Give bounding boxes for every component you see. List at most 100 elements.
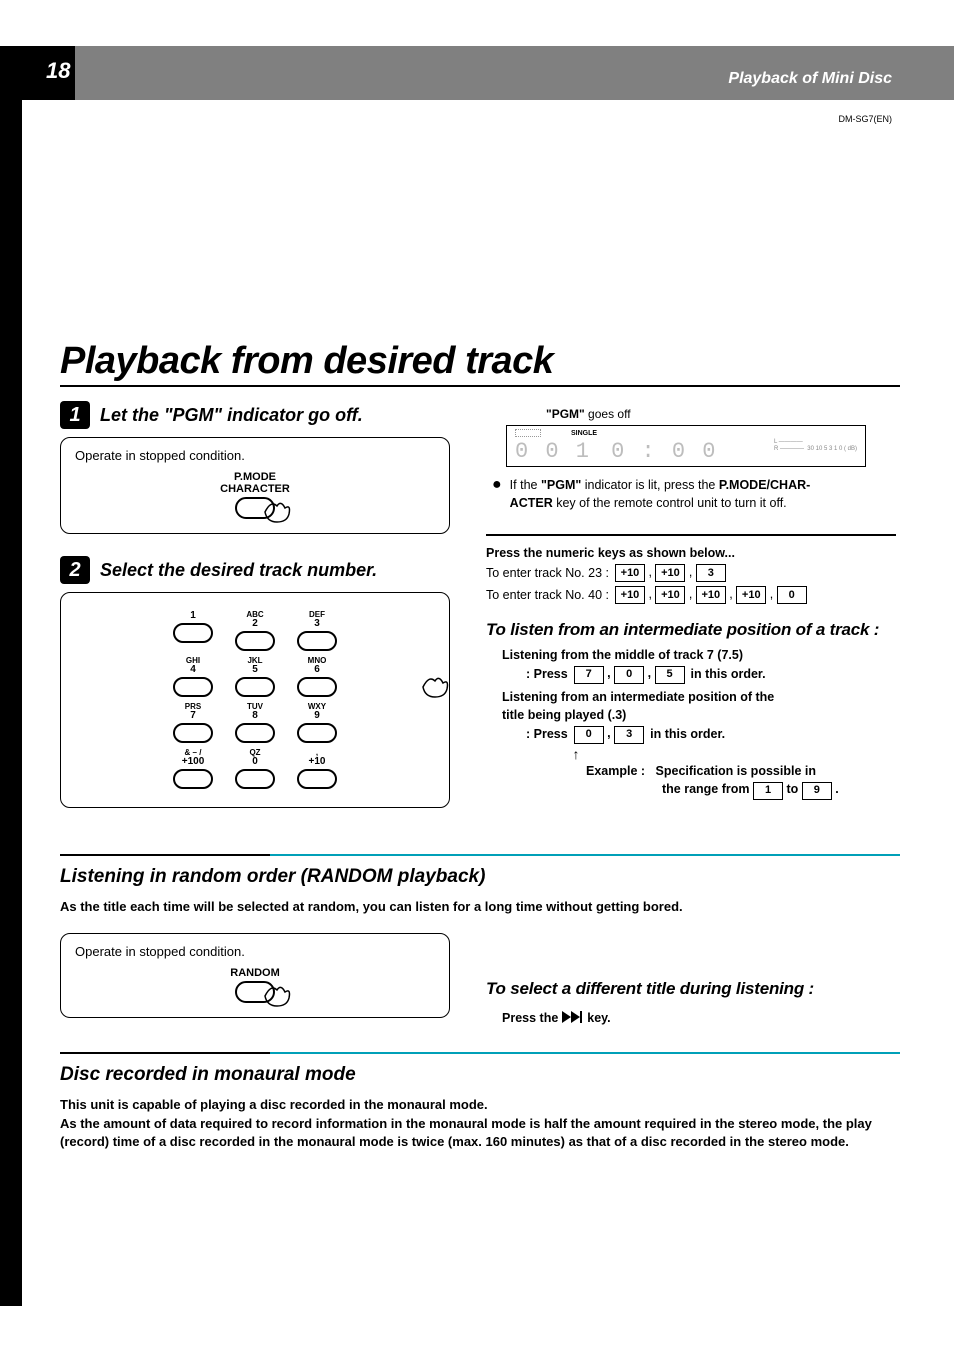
comma: , bbox=[685, 587, 695, 601]
comma: , bbox=[645, 565, 655, 579]
divider bbox=[486, 534, 896, 536]
key-button[interactable] bbox=[235, 677, 275, 697]
key-button[interactable] bbox=[235, 631, 275, 651]
b1b: "PGM" bbox=[541, 478, 581, 492]
comma: , bbox=[726, 587, 736, 601]
key-0: 0 bbox=[574, 726, 604, 744]
keypad-key-2[interactable]: ABC2 bbox=[228, 611, 282, 651]
comma: , bbox=[644, 666, 654, 680]
keypad-key-6[interactable]: MNO6 bbox=[290, 657, 344, 697]
int-l4-prefix: : Press bbox=[526, 725, 568, 743]
step-1-box: Operate in stopped condition. P.MODE CHA… bbox=[60, 437, 450, 534]
time-display: 0 : 0 0 bbox=[611, 439, 717, 464]
int-l1: Listening from the middle of track 7 (7.… bbox=[502, 646, 896, 664]
keypad-key-+100[interactable]: & – /+100 bbox=[166, 749, 220, 789]
key-5: 5 bbox=[655, 666, 685, 684]
key-7: 7 bbox=[574, 666, 604, 684]
keypad-key-4[interactable]: GHI4 bbox=[166, 657, 220, 697]
int-l4-suffix: in this order. bbox=[650, 725, 725, 743]
keypad-key-1[interactable]: 1 bbox=[166, 611, 220, 651]
step-1-text: Let the "PGM" indicator go off. bbox=[100, 405, 363, 426]
page-title: Playback from desired track bbox=[60, 340, 900, 383]
comma: , bbox=[645, 587, 655, 601]
page-content: Playback from desired track 1 Let the "P… bbox=[60, 340, 900, 1152]
b2b: key of the remote control unit to turn i… bbox=[553, 496, 787, 510]
key-+10: +10 bbox=[615, 564, 645, 582]
key-3: 3 bbox=[614, 726, 644, 744]
key-button[interactable] bbox=[235, 723, 275, 743]
keypad-key-7[interactable]: PRS7 bbox=[166, 703, 220, 743]
keypad-key-8[interactable]: TUV8 bbox=[228, 703, 282, 743]
pgm-bold: "PGM" bbox=[546, 407, 585, 421]
keypad-key-3[interactable]: DEF3 bbox=[290, 611, 344, 651]
monaural-heading: Disc recorded in monaural mode bbox=[60, 1064, 900, 1086]
key-button[interactable] bbox=[297, 723, 337, 743]
key-button[interactable] bbox=[173, 623, 213, 643]
left-black-column bbox=[0, 46, 22, 1306]
enter23-label: To enter track No. 23 : bbox=[486, 566, 609, 580]
key-button[interactable] bbox=[235, 769, 275, 789]
b2a: ACTER bbox=[510, 496, 553, 510]
pmode-label-2: CHARACTER bbox=[220, 483, 290, 495]
page-number: 18 bbox=[46, 58, 70, 84]
track-number-display: 0 0 1 bbox=[515, 439, 597, 464]
key-num-label: 9 bbox=[290, 711, 344, 721]
step-1-header: 1 Let the "PGM" indicator go off. bbox=[60, 401, 450, 429]
key-num-label: 0 bbox=[228, 757, 282, 767]
int-l3: Listening from an intermediate position … bbox=[502, 688, 896, 706]
key-button[interactable] bbox=[297, 769, 337, 789]
step-1-box-text: Operate in stopped condition. bbox=[75, 448, 435, 463]
track-icon bbox=[515, 429, 541, 437]
key-num-label: 4 bbox=[166, 665, 220, 675]
key-num-label: +100 bbox=[166, 757, 220, 767]
int-l2: : Press 7 , 0 , 5 in this order. bbox=[526, 664, 896, 684]
key-num-label: 6 bbox=[290, 665, 344, 675]
random-box: Operate in stopped condition. RANDOM bbox=[60, 933, 450, 1018]
bullet-dot-icon: ● bbox=[492, 477, 502, 512]
key-9: 9 bbox=[802, 782, 832, 800]
enter40-label: To enter track No. 40 : bbox=[486, 588, 609, 602]
key-+10: +10 bbox=[615, 586, 645, 604]
keypad-key-9[interactable]: WXY9 bbox=[290, 703, 344, 743]
key-num-label: 1 bbox=[166, 611, 220, 621]
key-+10: +10 bbox=[655, 564, 685, 582]
key-num-label: 3 bbox=[290, 619, 344, 629]
random-paragraph: As the title each time will be selected … bbox=[60, 898, 900, 917]
step-2-box: 1 ABC2DEF3 GHI4JKL5MNO6 PRS7TUV8WXY9 & – /+1… bbox=[60, 592, 450, 808]
key-button[interactable] bbox=[173, 677, 213, 697]
key-button[interactable] bbox=[297, 677, 337, 697]
b1c: indicator is lit, press the bbox=[581, 478, 719, 492]
int-ex-end: . bbox=[835, 782, 838, 796]
keypad-key-5[interactable]: JKL5 bbox=[228, 657, 282, 697]
int-l2-prefix: : Press bbox=[526, 665, 568, 683]
random-button[interactable] bbox=[235, 981, 275, 1003]
key-button[interactable] bbox=[173, 723, 213, 743]
hand-cursor-icon bbox=[263, 498, 293, 527]
pmode-button[interactable] bbox=[235, 497, 275, 519]
monaural-p1: This unit is capable of playing a disc r… bbox=[60, 1096, 900, 1115]
keypad-key-+10[interactable]: ,+10 bbox=[290, 749, 344, 789]
int-ex-mid: to bbox=[786, 782, 801, 796]
int-ex-prefix: Example : bbox=[586, 764, 645, 778]
key-button[interactable] bbox=[173, 769, 213, 789]
int-ex-l2a: the range from bbox=[662, 782, 753, 796]
pgm-goes-off-label: "PGM" goes off bbox=[546, 407, 896, 421]
step-badge-1: 1 bbox=[60, 401, 90, 429]
key-button[interactable] bbox=[297, 631, 337, 651]
int-l3b: title being played (.3) bbox=[502, 706, 896, 724]
single-indicator: SINGLE bbox=[571, 430, 597, 437]
title-rule bbox=[60, 385, 900, 387]
key-num-label: 7 bbox=[166, 711, 220, 721]
key-0: 0 bbox=[777, 586, 807, 604]
enter-23-line: To enter track No. 23 : +10 , +10 , 3 bbox=[486, 564, 896, 582]
key-+10: +10 bbox=[736, 586, 766, 604]
pmode-label-1: P.MODE bbox=[234, 471, 276, 483]
sd-a: Press the bbox=[502, 1011, 562, 1025]
random-heading: Listening in random order (RANDOM playba… bbox=[60, 866, 900, 888]
section-header: Playback of Mini Disc bbox=[728, 70, 892, 88]
numeric-keypad: 1 ABC2DEF3 GHI4JKL5MNO6 PRS7TUV8WXY9 & – /+1… bbox=[75, 611, 435, 789]
accent-rule-1 bbox=[60, 854, 900, 856]
keypad-key-0[interactable]: QZ0 bbox=[228, 749, 282, 789]
b1a: If the bbox=[510, 478, 541, 492]
right-column: "PGM" goes off SINGLE 0 0 1 0 : 0 0 L ——… bbox=[486, 401, 896, 830]
